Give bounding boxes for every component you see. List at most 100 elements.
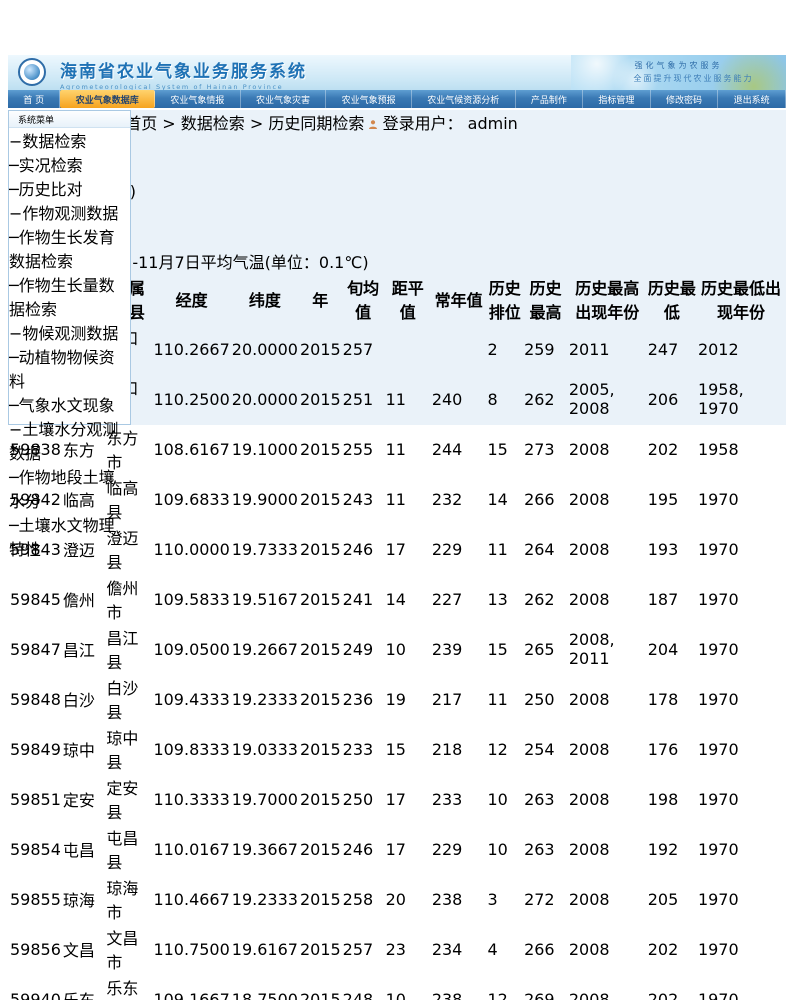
cell: 2008 bbox=[568, 889, 610, 909]
nav-item-4[interactable]: 农业气象预报 bbox=[326, 90, 412, 108]
cell: 263 bbox=[524, 789, 555, 809]
cell: 1970 bbox=[697, 489, 739, 509]
cell: 2005, 2008 bbox=[568, 380, 615, 418]
tree-group-3[interactable]: −土壤水分观测数据 bbox=[9, 420, 119, 463]
tree-connector: ─ bbox=[9, 396, 19, 415]
cell: 239 bbox=[431, 639, 463, 659]
nav-item-2[interactable]: 农业气象情报 bbox=[155, 90, 241, 108]
cell: 178 bbox=[647, 689, 679, 709]
cell: 108.6167 bbox=[153, 439, 230, 459]
table-row-5: 59845 儋州 儋州市 109.5833 19.5167 2015 241 14 227 13 2… bbox=[10, 575, 784, 623]
masthead: 海南省农业气象业务服务系统 Agrometeorological System … bbox=[8, 55, 786, 90]
nav-item-5[interactable]: 农业气候资源分析 bbox=[412, 90, 516, 108]
cell: 2015 bbox=[299, 839, 341, 859]
cell: 1970 bbox=[697, 589, 739, 609]
cell: 202 bbox=[647, 939, 679, 959]
cell: 19.7333 bbox=[231, 539, 298, 559]
cell: 240 bbox=[431, 389, 463, 409]
cell: 254 bbox=[524, 739, 555, 759]
cell: 1970 bbox=[697, 839, 739, 859]
cell: 2008 bbox=[568, 589, 610, 609]
nav-item-1[interactable]: 农业气象数据库 bbox=[60, 90, 156, 108]
nav-item-3[interactable]: 农业气象灾害 bbox=[241, 90, 327, 108]
cell: 109.0500 bbox=[153, 639, 230, 659]
cell: 238 bbox=[431, 889, 463, 909]
cell: 儋州 bbox=[62, 591, 95, 610]
cell: 2008 bbox=[568, 689, 610, 709]
cell: 19.0333 bbox=[231, 739, 298, 759]
cell: 11 bbox=[487, 689, 508, 709]
cell: 1970 bbox=[697, 689, 739, 709]
nav-item-7[interactable]: 指标管理 bbox=[583, 90, 651, 108]
cell: 白沙 bbox=[62, 691, 95, 710]
cell: 262 bbox=[524, 389, 555, 409]
tree-item-3-1[interactable]: ─土壤水文物理特性 bbox=[9, 516, 115, 559]
cell: 257 bbox=[342, 939, 374, 959]
nav-item-9[interactable]: 退出系统 bbox=[718, 90, 786, 108]
cell: 2008 bbox=[568, 489, 610, 509]
cell: 琼海 bbox=[62, 891, 95, 910]
tree-item-0-0[interactable]: ─实况检索 bbox=[9, 156, 83, 175]
col-header-12: 历史最低 bbox=[647, 279, 696, 322]
cell: 儋州市 bbox=[106, 579, 139, 622]
cell: 265 bbox=[524, 639, 555, 659]
cell: 262 bbox=[524, 589, 555, 609]
cell: 251 bbox=[342, 389, 374, 409]
cell: 110.2500 bbox=[153, 389, 230, 409]
cell: 1970 bbox=[697, 639, 739, 659]
cell: 10 bbox=[385, 989, 406, 1000]
tree-group-2[interactable]: −物候观测数据 bbox=[9, 324, 119, 343]
cell: 2015 bbox=[299, 339, 341, 359]
cell: 2015 bbox=[299, 639, 341, 659]
cell: 109.8333 bbox=[153, 739, 230, 759]
tree-item-3-0[interactable]: ─作物地段土壤水分 bbox=[9, 468, 115, 511]
tree-item-2-0[interactable]: ─动植物物候资料 bbox=[9, 348, 115, 391]
cell: 1970 bbox=[697, 939, 739, 959]
cell: 259 bbox=[524, 339, 555, 359]
collapse-icon[interactable]: − bbox=[9, 132, 23, 151]
cell: 18.7500 bbox=[231, 989, 298, 1000]
cell: 屯昌县 bbox=[106, 829, 139, 872]
cell: 232 bbox=[431, 489, 463, 509]
tree-item-1-0[interactable]: ─作物生长发育数据检索 bbox=[9, 228, 115, 271]
app-window: 海南省农业气象业务服务系统 Agrometeorological System … bbox=[7, 55, 794, 1000]
tree-group-0[interactable]: −数据检索 bbox=[9, 132, 87, 151]
cell: 12 bbox=[487, 989, 508, 1000]
cell: 11 bbox=[487, 539, 508, 559]
app-logo-icon bbox=[18, 58, 46, 86]
cell: 2012 bbox=[697, 339, 739, 359]
nav-item-0[interactable]: 首 页 bbox=[8, 90, 61, 108]
cell: 2015 bbox=[299, 539, 341, 559]
collapse-icon[interactable]: − bbox=[9, 324, 23, 343]
breadcrumb-path: 首页 > 数据检索 > 历史同期检索 bbox=[125, 114, 365, 133]
login-user-name: admin bbox=[467, 114, 518, 133]
tree-item-1-1[interactable]: ─作物生长量数据检索 bbox=[9, 276, 115, 319]
tree-item-0-1[interactable]: ─历史比对 bbox=[9, 180, 83, 199]
tree-item-2-1[interactable]: ─气象水文现象 bbox=[9, 396, 115, 415]
collapse-icon[interactable]: − bbox=[9, 420, 23, 439]
collapse-icon[interactable]: − bbox=[9, 204, 23, 223]
nav-item-6[interactable]: 产品制作 bbox=[516, 90, 584, 108]
cell: 1970 bbox=[697, 789, 739, 809]
cell: 249 bbox=[342, 639, 374, 659]
cell: 187 bbox=[647, 589, 679, 609]
cell: 19.3667 bbox=[231, 839, 298, 859]
cell: 17 bbox=[385, 539, 406, 559]
tree-group-1[interactable]: −作物观测数据 bbox=[9, 204, 119, 223]
cell: 217 bbox=[431, 689, 463, 709]
cell: 59849 bbox=[10, 739, 61, 759]
cell: 236 bbox=[342, 689, 374, 709]
cell: 2008 bbox=[568, 539, 610, 559]
cell: 2015 bbox=[299, 689, 341, 709]
cell: 昌江县 bbox=[106, 629, 139, 672]
cell: 2015 bbox=[299, 739, 341, 759]
tree-connector: ─ bbox=[9, 468, 19, 487]
cell: 2008, 2011 bbox=[568, 630, 615, 668]
nav-item-8[interactable]: 修改密码 bbox=[651, 90, 719, 108]
cell: 198 bbox=[647, 789, 679, 809]
col-header-3: 经度 bbox=[175, 291, 208, 310]
cell: 109.5833 bbox=[153, 589, 230, 609]
cell: 227 bbox=[431, 589, 463, 609]
cell: 269 bbox=[524, 989, 555, 1000]
